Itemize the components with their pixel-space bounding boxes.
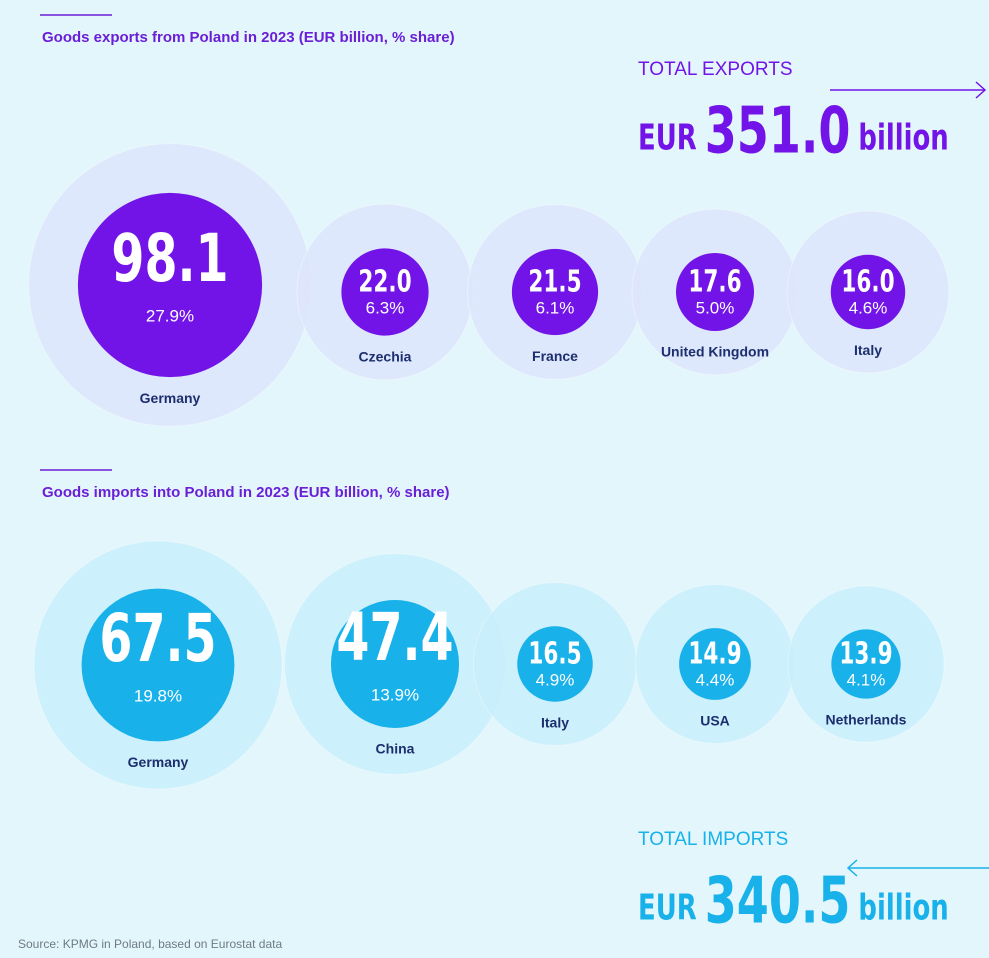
country-label: France	[532, 348, 578, 364]
total-label: TOTAL IMPORTS	[638, 829, 788, 850]
bubble	[330, 599, 460, 729]
value-label: 14.9	[688, 637, 741, 671]
value-label-group: 13.9	[839, 637, 892, 671]
bubble	[517, 626, 593, 702]
share-label: 4.4%	[696, 670, 735, 689]
value-label: 13.9	[839, 637, 892, 671]
value-label-group: 98.1	[111, 220, 228, 297]
source: Source: KPMG in Poland, based on Eurosta…	[18, 937, 282, 951]
arrow-head	[975, 81, 987, 99]
total-currency: EUR	[638, 887, 697, 928]
value-label-group: 16.5	[528, 637, 581, 671]
total-currency-group: EUR	[638, 887, 697, 928]
chart-title: Goods imports into Poland in 2023 (EUR b…	[42, 484, 450, 501]
country-label: China	[376, 741, 415, 757]
total-value-group: 340.5	[705, 864, 851, 939]
bubbles: 67.5 19.8% Germany 47.4 13.9% China 16.54.9% It…	[81, 588, 907, 770]
country-label: Italy	[854, 342, 882, 358]
total-currency-group: EUR	[638, 117, 697, 158]
total-unit-group: billion	[858, 887, 948, 928]
country-label: Italy	[541, 714, 569, 730]
value-label: 47.4	[336, 599, 453, 676]
value-label-group: 47.4	[336, 599, 453, 676]
value-label-group: 67.5	[99, 600, 216, 677]
value-label-group: 22.0	[358, 265, 411, 299]
value-label: 22.0	[358, 265, 411, 299]
bubble	[831, 629, 901, 699]
bubble	[77, 192, 263, 378]
share-label: 4.6%	[849, 298, 888, 317]
value-label-group: 17.6	[688, 265, 741, 299]
total-value: 340.5	[705, 864, 851, 939]
share-label: 6.3%	[366, 298, 405, 317]
country-label: Germany	[140, 390, 201, 406]
value-label-group: 16.0	[841, 265, 894, 299]
total-value-group: 351.0	[705, 94, 851, 169]
chart-title: Goods exports from Poland in 2023 (EUR b…	[42, 29, 455, 46]
bubble	[679, 628, 751, 700]
bubble	[341, 248, 429, 336]
value-label: 16.0	[841, 265, 894, 299]
country-label: Netherlands	[826, 711, 907, 727]
value-label: 16.5	[528, 637, 581, 671]
bubble	[511, 248, 599, 336]
share-label: 27.9%	[146, 306, 194, 325]
total-unit: billion	[858, 887, 948, 928]
value-label-group: 14.9	[688, 637, 741, 671]
country-label: USA	[700, 713, 730, 729]
value-label-group: 21.5	[528, 265, 581, 299]
share-label: 13.9%	[371, 685, 419, 704]
arrow-head	[846, 859, 858, 877]
country-label: Czechia	[359, 348, 412, 364]
value-label: 98.1	[111, 220, 228, 297]
value-label: 17.6	[688, 265, 741, 299]
share-label: 4.1%	[847, 670, 886, 689]
total-unit: billion	[858, 117, 948, 158]
share-label: 4.9%	[536, 670, 575, 689]
total-value: 351.0	[705, 94, 851, 169]
country-label: United Kingdom	[661, 344, 769, 360]
total-currency: EUR	[638, 117, 697, 158]
bubble	[81, 588, 235, 742]
value-label: 67.5	[99, 600, 216, 677]
share-label: 19.8%	[134, 686, 182, 705]
total-label: TOTAL EXPORTS	[638, 59, 793, 80]
share-label: 5.0%	[696, 298, 735, 317]
bubbles: 98.1 27.9% Germany 22.06.3% Czechia 21.56.1% F…	[77, 192, 906, 406]
bubble	[675, 252, 755, 332]
value-label: 21.5	[528, 265, 581, 299]
bubble	[830, 254, 906, 330]
total-unit-group: billion	[858, 117, 948, 158]
share-label: 6.1%	[536, 298, 575, 317]
country-label: Germany	[128, 754, 189, 770]
